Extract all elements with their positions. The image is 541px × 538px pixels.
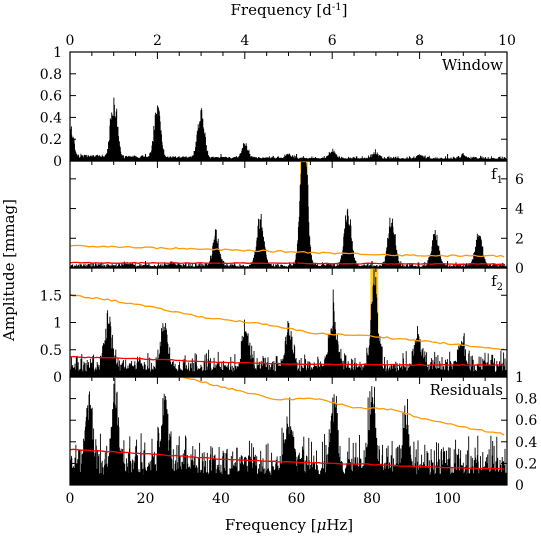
panel-f2-ytick-label: 1 xyxy=(53,316,62,332)
panel-f2-label: f2 xyxy=(491,272,503,293)
panel-f1-ytick-label: 0 xyxy=(515,261,524,277)
bottom-xtick-label: 20 xyxy=(137,491,155,507)
panel-window-label: Window xyxy=(442,56,503,74)
panel-f1-spectrum xyxy=(69,161,508,268)
panel-f2-noise-orange-curve xyxy=(69,293,505,351)
panel-residuals-ytick-label: 0.4 xyxy=(515,435,537,451)
panel-f1-ticks: 0 2 4 6 xyxy=(69,161,524,277)
panel-window: 00.20.40.60.810 2 4 6 8 10 Window xyxy=(40,33,516,170)
bottom-xtick-label: 40 xyxy=(212,491,230,507)
panel-residuals-ytick-label: 0 xyxy=(515,478,524,494)
top-xtick-label: 6 xyxy=(328,33,337,49)
panel-f2-ytick-label: 0 xyxy=(53,370,62,386)
top-xtick-label: 10 xyxy=(498,33,516,49)
panel-f1: 0 2 4 6 f1 xyxy=(69,160,524,277)
panel-f1-label: f1 xyxy=(491,165,503,186)
panel-window-spectrum xyxy=(69,97,508,161)
panel-f2-ticks: 0 0.5 1 1.5 xyxy=(40,268,508,386)
panel-residuals-ticks: 0 0.2 0.4 0.6 0.8 1 0 20 40 60 80 100 xyxy=(66,370,538,507)
panel-f2-noise-red-curve xyxy=(69,355,505,367)
panel-f1-noise-red-curve xyxy=(69,261,505,266)
panel-window-ytick-label: 0.6 xyxy=(40,89,62,105)
bottom-axis-title: Frequency [μHz] xyxy=(225,516,353,534)
top-xtick-label: 8 xyxy=(415,33,424,49)
panel-window-ytick-label: 0.4 xyxy=(40,110,62,126)
panel-residuals-ytick-label: 1 xyxy=(515,370,524,386)
y-axis-title: Amplitude [mmag] xyxy=(0,199,18,342)
panel-window-spectrum-line xyxy=(69,97,508,161)
panel-f2-ytick-label: 1.5 xyxy=(40,288,62,304)
bottom-xtick-label: 80 xyxy=(363,491,381,507)
panel-residuals-ytick-label: 0.2 xyxy=(515,456,537,472)
panel-window-ytick-label: 0.8 xyxy=(40,67,62,83)
panel-window-ytick-label: 0 xyxy=(53,154,62,170)
panel-f1-ytick-label: 2 xyxy=(515,231,524,247)
bottom-xtick-label: 60 xyxy=(288,491,306,507)
panel-residuals: 0 0.2 0.4 0.6 0.8 1 0 20 40 60 80 100 Residuals xyxy=(66,370,538,507)
panel-residuals-label: Residuals xyxy=(430,381,503,399)
panel-f1-noise-orange-curve xyxy=(69,244,505,258)
bottom-xtick-label: 0 xyxy=(66,491,75,507)
top-axis-title-superscript: -1 xyxy=(332,2,342,13)
panel-residuals-noise-red-curve xyxy=(69,448,505,470)
panel-f2-ytick-label: 0.5 xyxy=(40,343,62,359)
panel-window-ytick-label: 0.2 xyxy=(40,132,62,148)
panel-residuals-noise-orange-curve xyxy=(183,376,505,436)
panel-residuals-ytick-label: 0.8 xyxy=(515,392,537,408)
bottom-xtick-label: 100 xyxy=(434,491,461,507)
panel-window-ytick-label: 1 xyxy=(53,45,62,61)
panel-f1-ytick-label: 6 xyxy=(515,172,524,188)
panel-f2-spectrum xyxy=(69,268,508,377)
top-xtick-label: 4 xyxy=(240,33,249,49)
panel-window-ticks: 00.20.40.60.810 2 4 6 8 10 xyxy=(40,33,516,170)
top-xtick-label: 0 xyxy=(66,33,75,49)
panel-f1-ytick-label: 4 xyxy=(515,202,524,218)
panel-f2: 0 0.5 1 1.5 f2 xyxy=(40,267,508,386)
panel-f2-spectrum-line xyxy=(69,269,508,377)
top-xtick-label: 2 xyxy=(153,33,162,49)
panel-residuals-ytick-label: 0.6 xyxy=(515,413,537,429)
top-axis-title: Frequency [d-1] xyxy=(231,1,348,19)
